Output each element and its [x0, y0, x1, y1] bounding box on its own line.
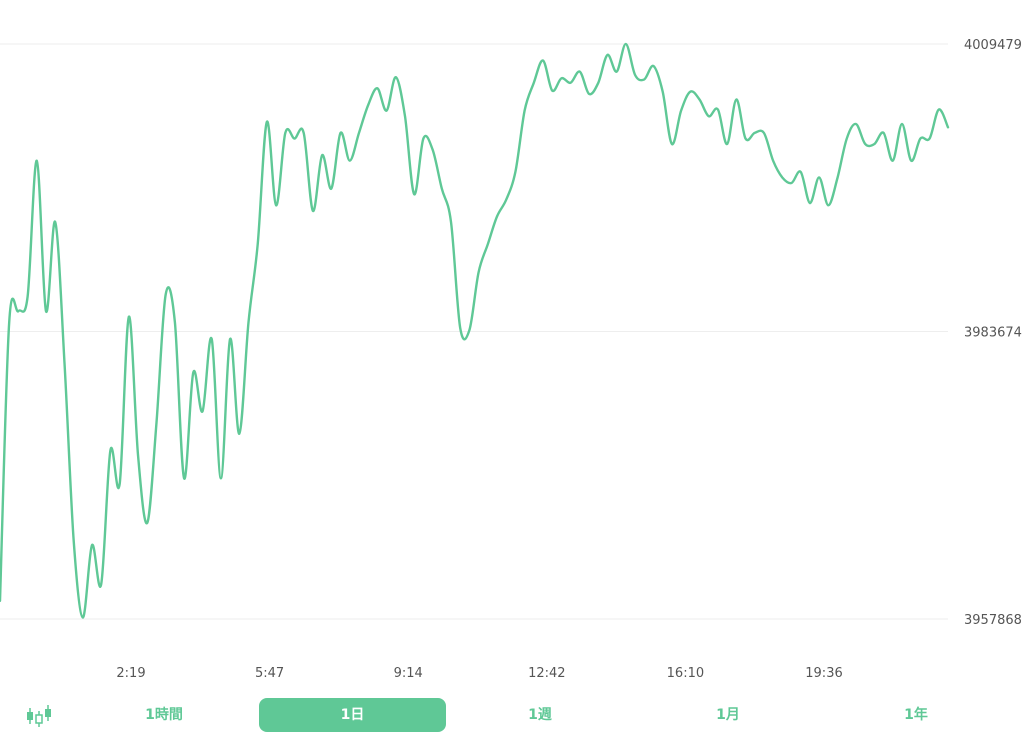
- x-tick-label: 2:19: [116, 666, 145, 681]
- x-axis: 2:19 5:47 9:14 12:42 16:10 19:36: [116, 666, 842, 681]
- time-range-selector: 1時間 1日 1週 1月 1年: [0, 696, 1024, 736]
- price-chart: 4009479 3983674 3957868 2:19 5:47 9:14 12:42 1…: [0, 38, 1022, 681]
- range-1-week-button[interactable]: 1週: [528, 707, 552, 723]
- x-tick-label: 5:47: [255, 666, 284, 681]
- x-tick-label: 19:36: [805, 666, 842, 681]
- grid-layer: [0, 43, 948, 620]
- y-axis: 4009479 3983674 3957868: [964, 38, 1022, 628]
- y-tick-label: 3983674: [964, 325, 1022, 340]
- range-1-month-button[interactable]: 1月: [716, 707, 740, 723]
- range-1-day-button[interactable]: 1日: [259, 698, 446, 732]
- line-layer: [0, 42, 950, 619]
- x-tick-label: 12:42: [528, 666, 565, 681]
- x-tick-label: 9:14: [394, 666, 423, 681]
- y-tick-label: 3957868: [964, 613, 1022, 628]
- candlestick-toggle-button[interactable]: [24, 702, 54, 728]
- y-tick-label: 4009479: [964, 38, 1022, 53]
- range-1-hour-button[interactable]: 1時間: [145, 707, 183, 723]
- candlestick-chart-icon: [27, 705, 51, 727]
- range-1-year-button[interactable]: 1年: [904, 707, 928, 723]
- price-series-line: [0, 42, 950, 619]
- x-tick-label: 16:10: [667, 666, 704, 681]
